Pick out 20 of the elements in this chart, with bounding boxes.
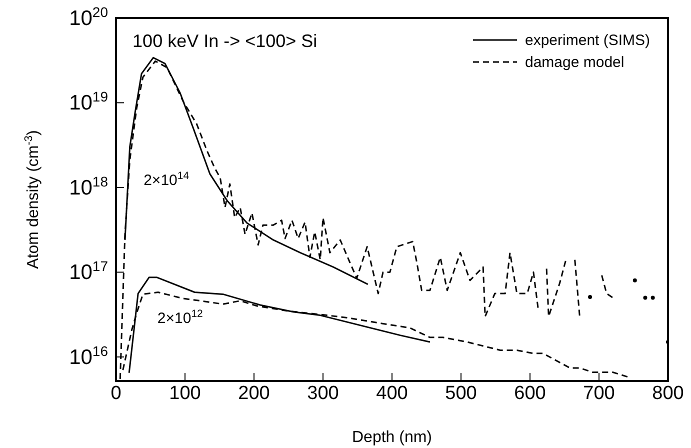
x-axis-title: Depth (nm) (352, 429, 432, 446)
x-tick-label: 700 (583, 383, 615, 404)
y-tick-label: 10$^{18}$ (69, 173, 108, 200)
annotation: 2×10$^{12}$ (157, 308, 204, 327)
legend-label: damage model (525, 54, 624, 71)
y-tick-label: 10$^{16}$ (69, 342, 108, 369)
annotation: 2×10$^{14}$ (144, 170, 190, 189)
x-tick-label: 0 (110, 383, 122, 404)
y-tick-label: 10$^{20}$ (69, 4, 108, 30)
y-tick-label: 10$^{17}$ (69, 258, 108, 284)
x-tick-label: 400 (376, 383, 408, 404)
x-tick-label: 500 (445, 383, 477, 404)
x-tick-label: 300 (307, 383, 339, 404)
x-tick-label: 800 (652, 383, 684, 404)
x-tick-label: 600 (514, 383, 546, 404)
x-tick-label: 100 (169, 383, 201, 404)
x-tick-label: 200 (238, 383, 270, 404)
legend-label: experiment (SIMS) (525, 32, 650, 49)
y-tick-label: 10$^{19}$ (69, 88, 108, 115)
annotation: 100 keV In -> <100> Si (132, 31, 318, 52)
